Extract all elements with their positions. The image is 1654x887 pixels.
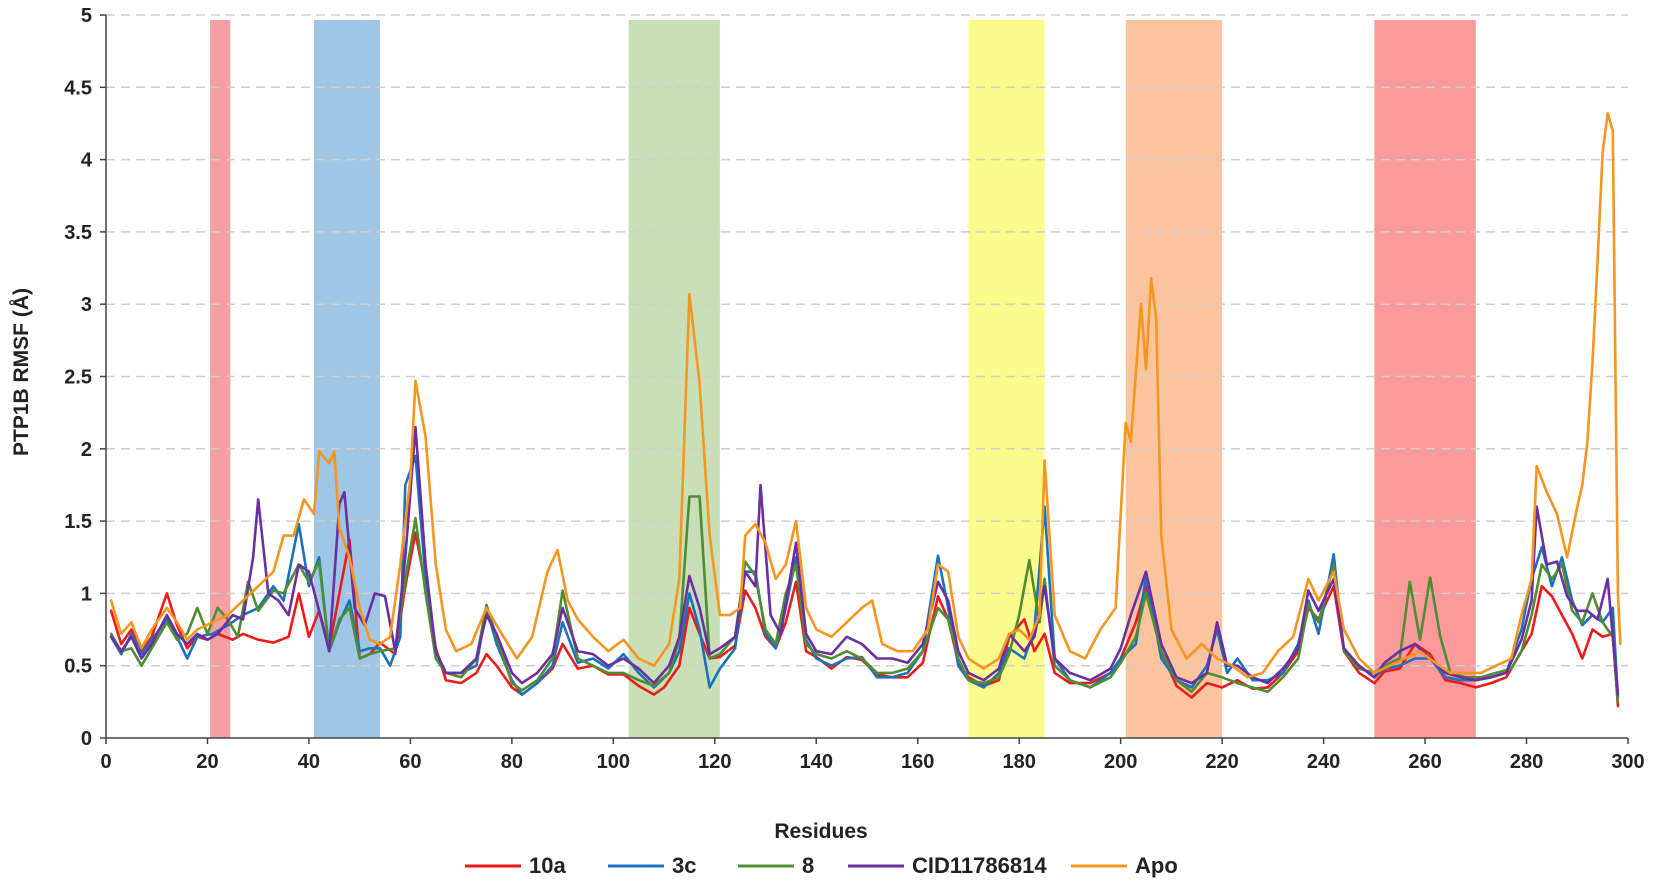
legend: 10a 3c 8 CID11786814 Apo	[465, 853, 1178, 878]
legend-label-Apo: Apo	[1135, 853, 1178, 878]
y-tick-label-6: 3	[81, 294, 92, 316]
y-tick-label-1: 0.5	[64, 656, 92, 678]
y-axis-title: PTP1B RMSF (Å)	[9, 288, 33, 456]
highlight-band-0	[210, 20, 231, 738]
x-tick-label-2: 40	[298, 751, 320, 773]
x-tick-label-6: 120	[698, 751, 731, 773]
y-tick-label-9: 4.5	[64, 77, 92, 99]
x-tick-label-3: 60	[399, 751, 421, 773]
x-tick-labels: 0 20 40 60 80 100 120 140 160 180 200 220 240 260 280 3…	[100, 738, 1645, 773]
x-tick-label-9: 180	[1003, 751, 1036, 773]
highlight-bands	[210, 20, 1476, 738]
legend-label-CID11786814: CID11786814	[912, 853, 1047, 878]
y-tick-label-3: 1.5	[64, 511, 92, 533]
x-tick-label-15: 300	[1611, 751, 1644, 773]
x-tick-label-5: 100	[597, 751, 630, 773]
x-tick-label-1: 20	[196, 751, 218, 773]
y-tick-label-10: 5	[81, 5, 92, 27]
x-tick-label-10: 200	[1104, 751, 1137, 773]
x-tick-label-13: 260	[1408, 751, 1441, 773]
series-line-CID11786814	[109, 425, 1620, 696]
series-line-Apo	[109, 112, 1622, 679]
legend-label-3c: 3c	[672, 853, 696, 878]
x-axis-title: Residues	[774, 820, 867, 843]
y-tick-label-2: 1	[81, 583, 92, 605]
series-lines	[109, 112, 1622, 708]
y-tick-label-0: 0	[81, 728, 92, 750]
y-tick-labels: 0 0.5 1 1.5 2 2.5 3 3.5 4 4.5 5	[64, 5, 106, 750]
highlight-band-3	[968, 20, 1045, 738]
y-tick-label-7: 3.5	[64, 222, 92, 244]
highlight-band-5	[1374, 20, 1476, 738]
x-tick-label-8: 160	[901, 751, 934, 773]
x-tick-label-11: 220	[1205, 751, 1238, 773]
gridlines	[106, 14, 1628, 667]
x-tick-label-0: 0	[100, 751, 111, 773]
x-tick-label-4: 80	[501, 751, 523, 773]
series-line-8	[109, 495, 1620, 704]
y-tick-label-5: 2.5	[64, 367, 92, 389]
legend-label-10a: 10a	[529, 853, 566, 878]
highlight-band-4	[1125, 20, 1223, 738]
x-tick-label-14: 280	[1510, 751, 1543, 773]
y-tick-label-8: 4	[81, 150, 93, 172]
legend-label-8: 8	[802, 853, 814, 878]
x-tick-label-12: 240	[1307, 751, 1340, 773]
x-tick-label-7: 140	[800, 751, 833, 773]
y-tick-label-4: 2	[81, 439, 92, 461]
highlight-band-2	[628, 20, 720, 738]
